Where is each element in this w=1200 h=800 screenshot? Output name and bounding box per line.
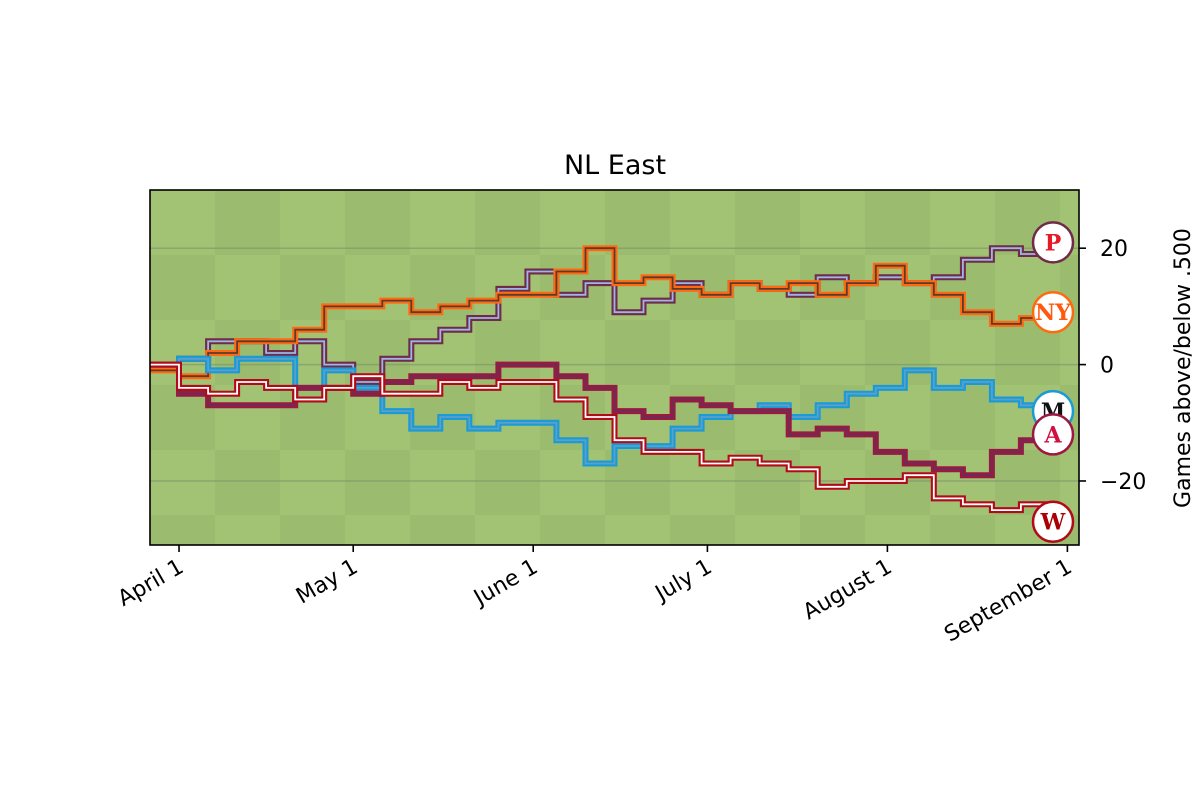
plot-frame [149, 189, 1080, 546]
logo-letter: NY [1035, 300, 1071, 326]
logo-letter: P [1045, 230, 1062, 256]
y-tick-label: −20 [1100, 470, 1146, 495]
x-tick-label: July 1 [650, 555, 717, 608]
logo-letter: W [1040, 510, 1066, 536]
x-tick-label: June 1 [468, 555, 542, 612]
logo-badge [1031, 500, 1075, 543]
series-line-inner [150, 247, 1051, 378]
braves-logo-icon: A [1031, 413, 1075, 456]
series-line-inner [150, 363, 1051, 522]
y-tick-label: 20 [1100, 237, 1128, 262]
nationals-logo-icon: W [1031, 500, 1075, 543]
x-tick-label: September 1 [940, 555, 1076, 648]
x-tick-label: May 1 [292, 555, 362, 610]
mets-logo-icon: NY [1031, 290, 1075, 334]
y-axis-label: Games above/below .500 [1171, 228, 1196, 508]
y-tick-label: 0 [1100, 354, 1114, 379]
logo-letter: A [1043, 422, 1062, 448]
series-nationals [150, 361, 1053, 522]
logo-badge [1031, 290, 1075, 334]
chart-title: NL East [564, 150, 666, 181]
logo-badge [1031, 221, 1075, 264]
series-lines [150, 242, 1053, 522]
x-axis: April 1 May 1 June 1 July 1 August 1 Septembe… [114, 545, 1076, 648]
series-mets [150, 245, 1053, 380]
x-tick-label: August 1 [799, 555, 896, 626]
y-axis: 20 0 −20 [1079, 237, 1146, 495]
x-tick-label: April 1 [114, 555, 188, 612]
phillies-logo-icon: P [1031, 221, 1075, 264]
logo-badge [1031, 413, 1075, 456]
plot-background [150, 190, 1079, 545]
